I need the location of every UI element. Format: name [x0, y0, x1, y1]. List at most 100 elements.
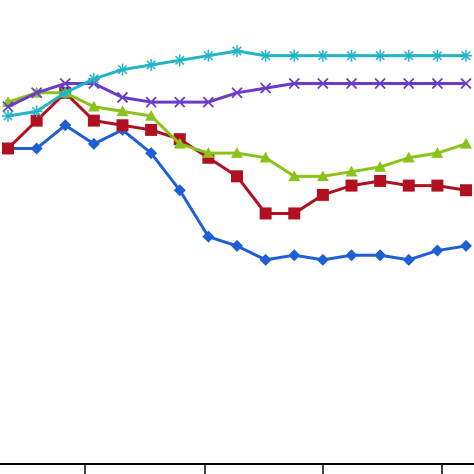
data-point-asterisk-stroke: [232, 46, 242, 56]
data-point-asterisk: [59, 86, 72, 99]
data-point-x-stroke: [374, 77, 386, 90]
data-point-square: [30, 114, 43, 127]
data-point-asterisk-stroke: [260, 50, 271, 61]
data-point-x-stroke: [59, 77, 71, 90]
data-point-triangle: [116, 105, 129, 117]
data-point-triangle: [173, 137, 186, 149]
data-point-asterisk-stroke: [31, 106, 42, 117]
data-point-diamond: [288, 249, 301, 262]
series-layer: [2, 45, 472, 266]
data-point-square: [345, 179, 358, 192]
data-point-x-stroke: [174, 96, 186, 108]
data-point-triangle: [345, 165, 358, 177]
data-point-x-stroke: [30, 87, 43, 99]
data-point-x: [460, 77, 472, 90]
data-point-diamond: [59, 119, 72, 132]
data-point-asterisk-stroke: [174, 55, 185, 66]
data-point-asterisk-stroke: [461, 50, 471, 61]
data-point-square: [116, 119, 129, 132]
data-point-x-stroke: [145, 96, 157, 108]
data-point-diamond: [145, 147, 158, 160]
data-point-x-stroke: [259, 82, 272, 94]
data-point-square: [316, 188, 329, 201]
data-point-triangle: [231, 147, 243, 158]
data-point-triangle: [402, 151, 415, 163]
data-point-x: [30, 87, 43, 99]
data-point-asterisk-stroke: [3, 111, 13, 121]
data-point-asterisk: [116, 63, 129, 76]
data-point-square: [288, 207, 301, 220]
data-point-square: [259, 207, 272, 220]
data-point-asterisk-stroke: [403, 50, 414, 61]
data-point-triangle: [202, 147, 215, 158]
data-point-asterisk: [231, 45, 243, 58]
data-point-asterisk: [374, 49, 387, 62]
data-point-x-stroke: [116, 91, 129, 104]
data-point-asterisk-stroke: [375, 50, 385, 61]
data-point-x: [403, 77, 415, 90]
data-point-diamond: [316, 253, 329, 266]
data-point-diamond: [173, 184, 186, 197]
data-point-triangle: [374, 161, 387, 172]
data-point-asterisk: [173, 54, 186, 67]
data-point-x: [231, 87, 243, 99]
data-point-x-stroke: [288, 77, 300, 90]
data-point-x: [145, 96, 157, 108]
data-point-triangle: [431, 147, 444, 158]
data-point-x: [317, 77, 329, 90]
data-point-x: [431, 77, 444, 90]
series-2: [2, 86, 472, 220]
data-point-triangle: [460, 137, 472, 149]
data-point-asterisk: [202, 49, 215, 62]
data-point-asterisk: [460, 49, 472, 62]
data-point-square: [231, 170, 243, 183]
data-point-x-stroke: [460, 77, 472, 90]
data-point-asterisk: [87, 72, 100, 85]
data-point-x-stroke: [2, 101, 14, 113]
data-point-diamond: [374, 249, 387, 262]
data-point-x: [174, 96, 186, 108]
data-point-x-stroke: [231, 87, 243, 99]
data-point-diamond: [259, 253, 272, 266]
data-point-triangle: [316, 170, 329, 182]
data-point-x-stroke: [431, 77, 444, 90]
data-point-asterisk: [288, 49, 301, 62]
data-point-asterisk: [30, 105, 43, 118]
data-point-square: [460, 184, 472, 197]
data-point-asterisk: [431, 49, 444, 62]
data-point-asterisk: [259, 49, 272, 62]
x-axis: [0, 463, 474, 474]
data-point-asterisk-stroke: [60, 88, 71, 98]
data-point-square: [402, 179, 415, 192]
data-point-x-stroke: [345, 77, 358, 90]
data-point-square: [2, 142, 14, 155]
data-point-diamond: [30, 142, 43, 155]
data-point-asterisk-stroke: [289, 50, 300, 61]
data-point-asterisk-stroke: [432, 50, 443, 61]
data-point-diamond: [87, 137, 100, 150]
data-point-square: [431, 179, 444, 192]
data-point-x: [2, 101, 14, 113]
data-point-triangle: [87, 100, 100, 112]
data-point-diamond: [402, 253, 415, 266]
data-point-x: [202, 96, 215, 108]
data-point-x: [374, 77, 386, 90]
data-point-triangle: [259, 151, 272, 163]
data-point-asterisk-stroke: [89, 74, 99, 84]
data-point-x-stroke: [317, 77, 329, 90]
series-5: [2, 45, 472, 122]
data-point-asterisk: [345, 49, 358, 62]
data-point-x-stroke: [403, 77, 415, 90]
data-point-x-stroke: [202, 96, 215, 108]
data-point-diamond: [431, 244, 444, 257]
data-point-diamond: [231, 239, 243, 252]
data-point-asterisk-stroke: [346, 50, 357, 61]
data-point-diamond: [460, 239, 472, 252]
data-point-x: [259, 82, 272, 94]
data-point-triangle: [288, 170, 301, 182]
data-point-asterisk-stroke: [318, 50, 328, 61]
series-1: [2, 119, 472, 266]
data-point-square: [145, 123, 158, 136]
